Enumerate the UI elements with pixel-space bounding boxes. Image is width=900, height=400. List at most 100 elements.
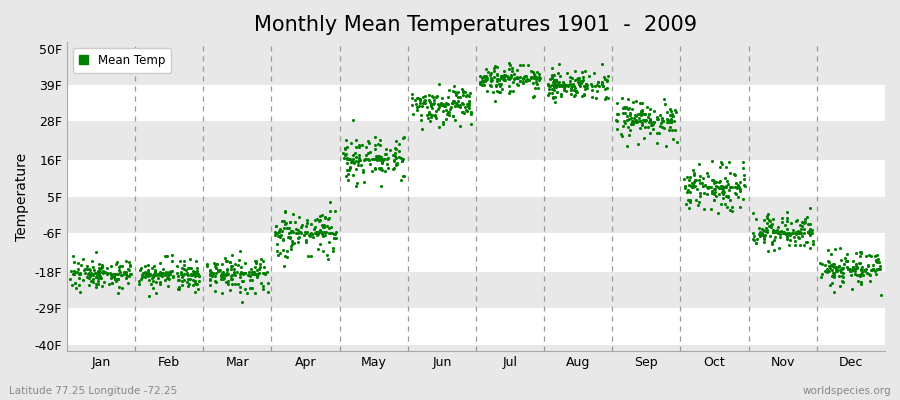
Point: [497, 72, 511, 78]
Point: [320, 228, 334, 235]
Point: [549, 76, 563, 83]
Point: [594, 78, 608, 85]
Point: [779, 226, 794, 232]
Point: [716, 184, 731, 190]
Point: [644, 119, 658, 125]
Point: [148, 266, 163, 273]
Point: [617, 109, 632, 116]
Point: [782, 242, 796, 249]
Point: [691, 202, 706, 208]
Point: [575, 73, 590, 80]
Point: [697, 190, 711, 197]
Point: [377, 155, 392, 162]
Point: [68, 280, 82, 286]
Point: [488, 97, 502, 104]
Point: [175, 269, 189, 276]
Point: [276, 263, 291, 270]
Point: [756, 235, 770, 241]
Point: [280, 225, 294, 232]
Point: [519, 78, 534, 84]
Point: [389, 138, 403, 144]
Point: [71, 275, 86, 282]
Point: [409, 101, 423, 107]
Point: [638, 111, 652, 117]
Point: [369, 156, 383, 163]
Point: [513, 78, 527, 85]
Point: [192, 273, 206, 280]
Point: [714, 159, 728, 166]
Point: [841, 266, 855, 272]
Point: [826, 269, 841, 276]
Point: [456, 92, 471, 98]
Point: [159, 270, 174, 276]
Point: [180, 270, 194, 276]
Point: [368, 141, 382, 148]
Point: [564, 90, 579, 97]
Point: [652, 112, 667, 118]
Point: [424, 114, 438, 120]
Point: [658, 101, 672, 108]
Point: [278, 252, 293, 259]
Point: [665, 136, 680, 142]
Point: [204, 271, 219, 277]
Point: [832, 263, 846, 269]
Point: [441, 109, 455, 116]
Point: [662, 112, 677, 118]
Point: [803, 225, 817, 232]
Point: [575, 69, 590, 75]
Point: [562, 82, 576, 88]
Point: [714, 182, 728, 189]
Point: [848, 268, 862, 274]
Point: [708, 178, 723, 185]
Point: [697, 206, 711, 212]
Point: [304, 230, 319, 236]
Point: [284, 218, 298, 225]
Point: [777, 229, 791, 236]
Point: [318, 231, 332, 238]
Point: [92, 272, 106, 278]
Point: [598, 86, 613, 92]
Point: [421, 92, 436, 99]
Point: [451, 94, 465, 100]
Point: [480, 75, 494, 82]
Point: [345, 157, 359, 163]
Point: [218, 272, 232, 278]
Point: [248, 268, 262, 275]
Point: [566, 92, 580, 99]
Point: [225, 252, 239, 258]
Point: [716, 187, 731, 193]
Point: [107, 274, 122, 280]
Point: [601, 72, 616, 79]
Point: [190, 271, 204, 278]
Point: [757, 238, 771, 245]
Point: [374, 142, 388, 148]
Point: [438, 106, 453, 113]
Point: [315, 230, 329, 237]
Point: [722, 159, 736, 165]
Point: [752, 224, 766, 231]
Point: [473, 79, 488, 85]
Point: [223, 266, 238, 272]
Point: [186, 277, 201, 283]
Point: [223, 286, 238, 293]
Point: [775, 215, 789, 222]
Point: [729, 190, 743, 197]
Point: [228, 272, 242, 278]
Point: [320, 252, 334, 258]
Point: [766, 227, 780, 234]
Point: [203, 272, 218, 278]
Point: [484, 75, 499, 81]
Point: [640, 104, 654, 110]
Point: [142, 293, 157, 300]
Point: [814, 271, 829, 278]
Point: [503, 62, 517, 68]
Point: [788, 230, 803, 236]
Point: [500, 75, 515, 82]
Point: [824, 262, 838, 268]
Point: [804, 228, 818, 235]
Point: [720, 204, 734, 210]
Point: [456, 100, 471, 107]
Point: [723, 184, 737, 190]
Point: [293, 229, 308, 236]
Point: [828, 246, 842, 252]
